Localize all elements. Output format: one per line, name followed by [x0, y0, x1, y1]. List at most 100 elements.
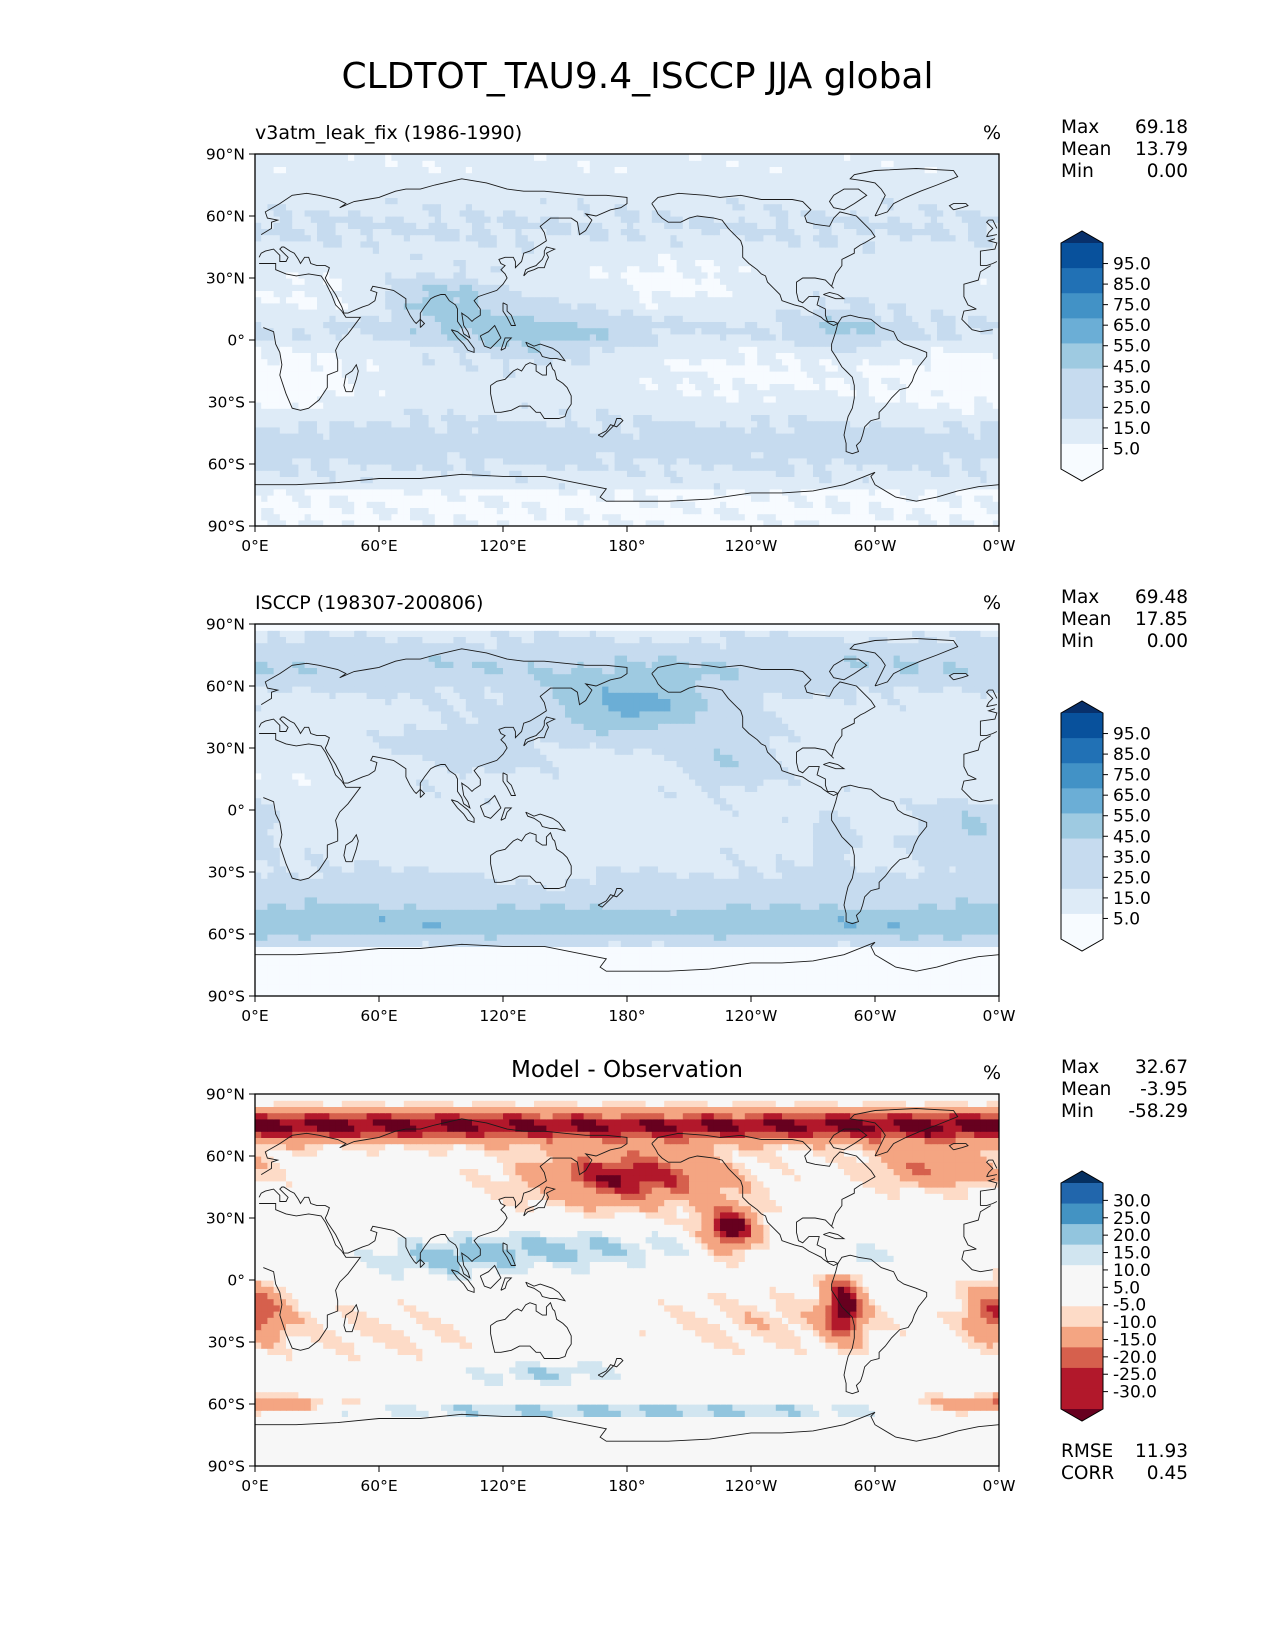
coast-phil	[502, 772, 517, 796]
y-tick-label: 0°	[227, 332, 245, 350]
x-tick-label: 180°	[608, 537, 645, 555]
colorbar-tick-label: -10.0	[1113, 1313, 1157, 1333]
coast-borneo	[479, 324, 502, 349]
coast-greenland	[849, 1108, 959, 1157]
coast-srilanka	[419, 788, 426, 798]
x-tick-label: 120°E	[479, 537, 526, 555]
colorbar-tick-label: 15.0	[1113, 889, 1151, 909]
coast-samerica	[831, 1254, 928, 1395]
stat-mean-label: Mean	[1061, 139, 1111, 161]
rmse-label: RMSE	[1061, 1441, 1113, 1463]
coast-newzealand	[597, 418, 624, 438]
x-tick-label: 60°E	[360, 1007, 397, 1025]
coast-japan	[523, 246, 557, 277]
coast-iceland	[948, 1143, 969, 1151]
panel-unit-diff: %	[983, 1062, 1001, 1084]
x-tick-label: 0°W	[983, 537, 1016, 555]
colorbar-swatch	[1061, 738, 1103, 764]
colorbar-tick-label: 25.0	[1113, 1209, 1151, 1229]
y-tick-label: 90°N	[206, 616, 245, 634]
colorbar-swatch	[1061, 838, 1103, 865]
coast-sulawesi	[500, 337, 513, 351]
colorbar-tick-label: -5.0	[1113, 1296, 1146, 1316]
coast-africa	[259, 733, 362, 881]
coast-eurasia	[980, 1201, 998, 1207]
coast-sulawesi	[500, 807, 513, 821]
coast-baffin	[828, 188, 868, 211]
field-obs	[255, 624, 999, 996]
colorbar-swatch	[1061, 1285, 1103, 1307]
x-tick-label: 0°W	[983, 1007, 1016, 1025]
coast-iceland	[948, 673, 969, 681]
colorbar-swatch	[1061, 1367, 1103, 1389]
coast-samerica	[831, 314, 928, 455]
coast-africa	[963, 735, 991, 780]
coast-gbritain	[986, 704, 997, 708]
coast-madagascar	[343, 833, 359, 863]
x-tick-label: 120°W	[725, 537, 778, 555]
colorbar-tick-label: 95.0	[1113, 255, 1151, 275]
colorbar-tick-label: 15.0	[1113, 1244, 1151, 1264]
colorbar-tick-label: 45.0	[1113, 827, 1151, 847]
colorbar-swatch	[1061, 888, 1103, 915]
colorbar-extend-top	[1061, 1171, 1103, 1183]
stat-min-value: 0.00	[1147, 161, 1188, 183]
colorbar-tick-label: 65.0	[1113, 316, 1151, 336]
colorbar-tick-label: 5.0	[1113, 909, 1140, 929]
colorbar-tick-label: -15.0	[1113, 1330, 1157, 1350]
colorbar-tick-label: 15.0	[1113, 419, 1151, 439]
colorbar-swatch	[1061, 813, 1103, 840]
colorbar-tick-label: 55.0	[1113, 337, 1151, 357]
stat-mean-value: -3.95	[1140, 1079, 1188, 1101]
field-diff	[255, 1094, 999, 1466]
panel-diff: 0°E 60°E 120°E 180° 120°W 60°W 0°W 90°N 60°N 30°N…	[206, 1086, 1157, 1496]
colorbar-tick-label: 5.0	[1113, 1278, 1140, 1298]
coast-baffin	[828, 658, 868, 681]
coast-cuba	[823, 762, 846, 770]
panel-unit-obs: %	[983, 592, 1001, 614]
y-tick-label: 30°N	[206, 740, 245, 758]
colorbar-swatch	[1061, 293, 1103, 319]
coast-antarctica	[255, 471, 999, 502]
coast-borneo	[479, 794, 502, 819]
coast-newguinea	[525, 1281, 567, 1302]
colorbar-tick-label: 85.0	[1113, 275, 1151, 295]
y-tick-label: 30°N	[206, 270, 245, 288]
coast-sulawesi	[500, 1277, 513, 1291]
coast-borneo	[479, 1264, 502, 1289]
stat-mean-label: Mean	[1061, 1079, 1111, 1101]
y-tick-label: 60°N	[206, 678, 245, 696]
y-tick-label: 30°S	[208, 394, 245, 412]
coast-srilanka	[419, 318, 426, 328]
colorbar-tick-label: 55.0	[1113, 807, 1151, 827]
panel-obs: 0°E 60°E 120°E 180° 120°W 60°W 0°W 90°N 60°N 30°N…	[206, 616, 1151, 1026]
coast-namerica	[651, 1132, 876, 1266]
colorbar-extend-bottom	[1061, 469, 1103, 481]
colorbar-extend-top	[1061, 231, 1103, 243]
coastlines-model	[255, 168, 999, 502]
coast-newguinea	[525, 341, 567, 362]
coast-sumatra	[450, 799, 475, 824]
stats-diff: Max 32.67 Mean -3.95 Min -58.29	[1061, 1057, 1188, 1123]
coast-eurasia	[979, 238, 998, 266]
x-tick-label: 180°	[608, 1007, 645, 1025]
colorbar-tick-label: 75.0	[1113, 766, 1151, 786]
coast-srilanka	[419, 1258, 426, 1268]
y-tick-label: 60°N	[206, 208, 245, 226]
coast-gbritain	[986, 1174, 997, 1178]
coast-namerica	[651, 662, 876, 796]
y-tick-label: 90°S	[208, 988, 245, 1006]
colorbar-swatch	[1061, 1388, 1103, 1410]
coast-japan	[523, 716, 557, 747]
coast-gbritain	[985, 219, 998, 237]
stat-min-label: Min	[1061, 1101, 1094, 1123]
coast-gbritain	[986, 234, 997, 238]
colorbar-tick-label: -30.0	[1113, 1383, 1157, 1403]
coastlines-diff	[255, 1108, 999, 1442]
colorbar-tick-label: 20.0	[1113, 1226, 1151, 1246]
coast-sumatra	[450, 329, 475, 354]
stat-max-label: Max	[1061, 1057, 1099, 1079]
y-tick-label: 90°S	[208, 1458, 245, 1476]
y-tick-label: 30°S	[208, 1334, 245, 1352]
coast-africa	[961, 308, 993, 333]
